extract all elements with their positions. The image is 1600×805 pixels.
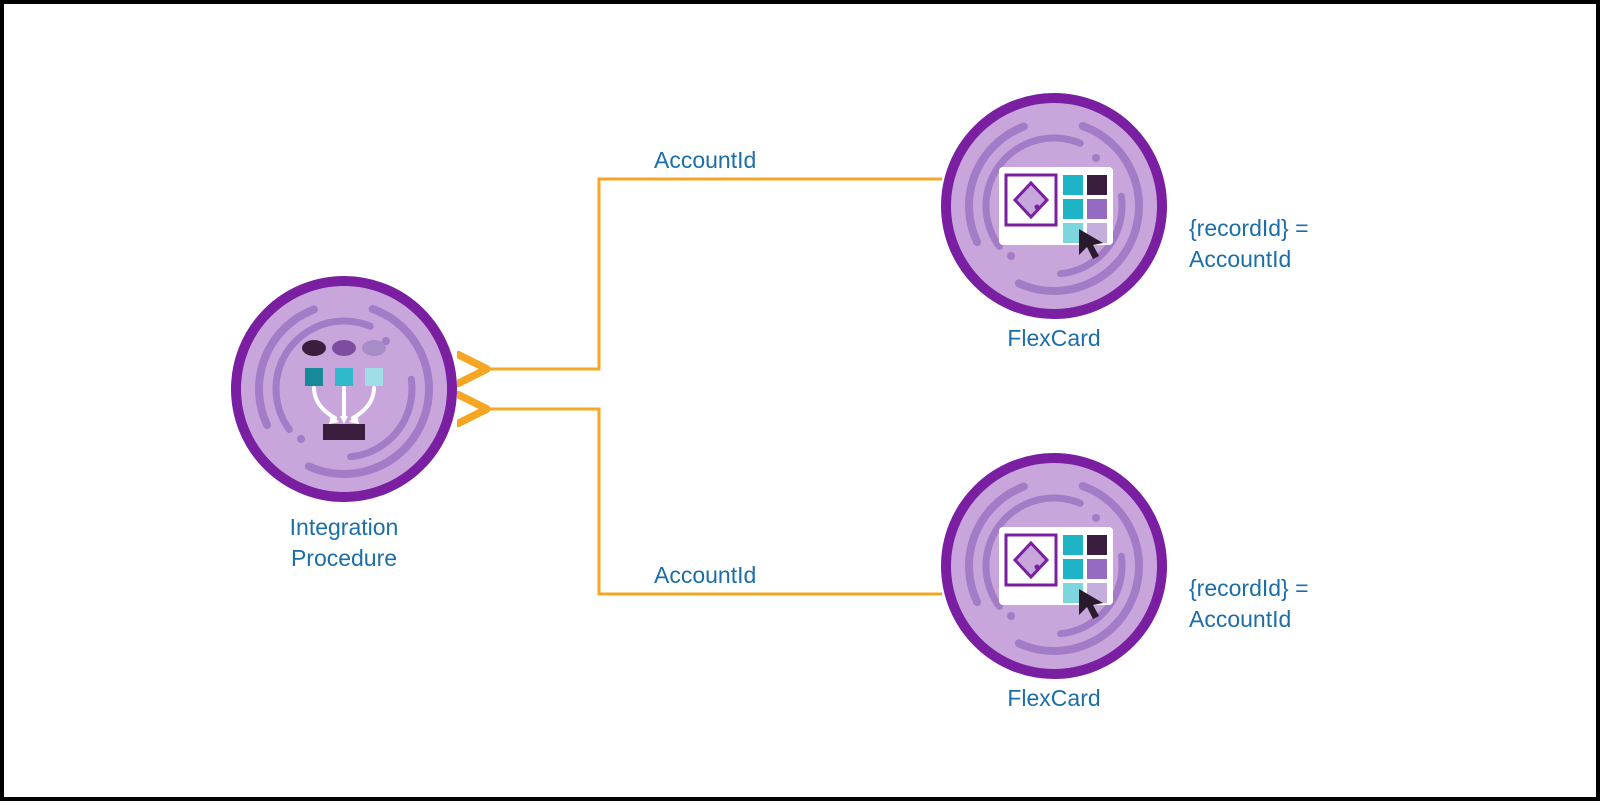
diagram-frame: Integration Procedure bbox=[0, 0, 1600, 801]
flexcard-top-icon bbox=[951, 103, 1157, 309]
flexcard-bottom-badge bbox=[941, 453, 1167, 679]
integration-node: Integration Procedure bbox=[231, 276, 457, 502]
flexcard-top-label: FlexCard bbox=[924, 325, 1184, 352]
integration-badge bbox=[231, 276, 457, 502]
flexcard-top-badge bbox=[941, 93, 1167, 319]
integration-label: Integration Procedure bbox=[214, 512, 474, 574]
flexcard-bottom-node: FlexCard bbox=[941, 453, 1167, 679]
flexcard-top-side-label: {recordId} = AccountId bbox=[1189, 182, 1309, 275]
integration-icon bbox=[241, 286, 447, 492]
edge-bottom-label: AccountId bbox=[654, 562, 756, 589]
flexcard-top-node: FlexCard bbox=[941, 93, 1167, 319]
edge-top bbox=[484, 179, 942, 369]
flexcard-bottom-icon bbox=[951, 463, 1157, 669]
edge-top-label: AccountId bbox=[654, 147, 756, 174]
flexcard-bottom-label: FlexCard bbox=[924, 685, 1184, 712]
flexcard-bottom-side-label: {recordId} = AccountId bbox=[1189, 542, 1309, 635]
